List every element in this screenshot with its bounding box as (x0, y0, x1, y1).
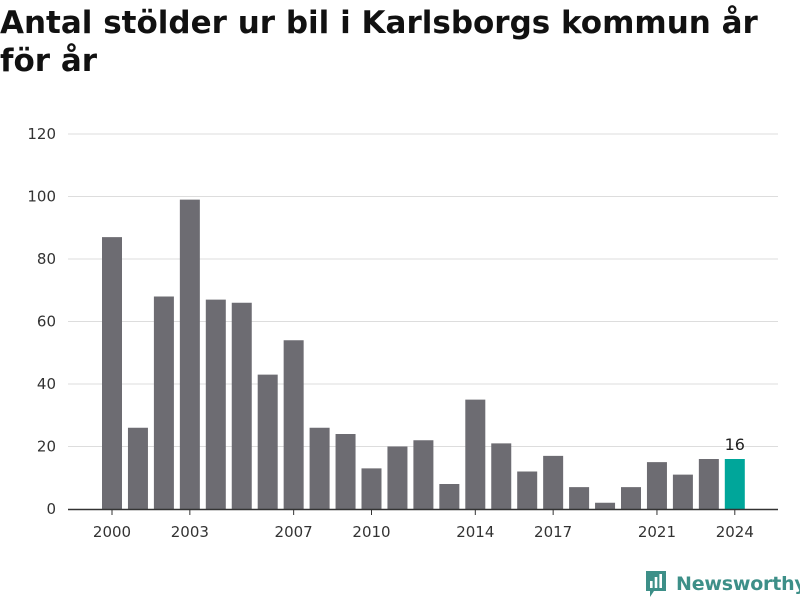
bar-2009 (335, 434, 356, 509)
y-tick-label: 40 (37, 375, 56, 393)
x-tick-label: 2003 (171, 523, 209, 541)
x-tick-label: 2010 (352, 523, 390, 541)
bars (102, 199, 745, 509)
y-tick-label: 120 (27, 125, 56, 143)
x-tick-label: 2017 (534, 523, 572, 541)
bar-2001 (127, 427, 148, 509)
y-axis: 0 20 40 60 80 100 120 (27, 125, 56, 518)
newsworthy-brand: Newsworthy (644, 568, 800, 600)
bar-2005 (231, 302, 252, 509)
bar-2023 (698, 459, 719, 509)
data-labels: 16 (725, 435, 745, 454)
bar-2021 (646, 462, 667, 509)
bar-2000 (102, 237, 122, 509)
y-tick-label: 20 (37, 438, 56, 456)
bar-2017 (543, 455, 564, 509)
brand-name: Newsworthy (676, 573, 800, 595)
bar-2011 (387, 446, 408, 509)
bar-2007 (283, 340, 304, 509)
bar-2004 (205, 299, 226, 509)
bar-2002 (153, 296, 174, 509)
y-tick-label: 100 (27, 188, 56, 206)
x-tick-label: 2021 (638, 523, 676, 541)
bar-2024 (724, 459, 745, 509)
newsworthy-logo-icon (646, 571, 666, 597)
bar-2014 (465, 399, 486, 509)
y-tick-label: 60 (37, 313, 56, 331)
x-tick-label: 2007 (275, 523, 313, 541)
bar-2003 (179, 199, 200, 509)
bar-2010 (361, 468, 382, 509)
bar-2006 (257, 374, 278, 509)
chart-title: Antal stölder ur bil i Karlsborgs kommun… (0, 5, 758, 79)
x-tick-label: 2024 (716, 523, 754, 541)
bar-2015 (491, 443, 512, 509)
data-label-highlight: 16 (725, 435, 745, 454)
bar-2019 (595, 502, 616, 509)
gridlines (68, 133, 778, 447)
bar-2018 (569, 487, 590, 509)
bar-2022 (672, 474, 693, 509)
x-axis: 2000 2003 2007 2010 2014 2017 2021 2024 (93, 509, 754, 541)
y-tick-label: 0 (46, 500, 56, 518)
x-tick-label: 2000 (93, 523, 131, 541)
bar-2020 (621, 487, 641, 509)
bar-2013 (439, 484, 460, 509)
y-tick-label: 80 (37, 250, 56, 268)
bar-2016 (517, 471, 538, 509)
x-tick-label: 2014 (456, 523, 494, 541)
bar-2008 (309, 427, 330, 509)
bar-2012 (413, 440, 434, 509)
